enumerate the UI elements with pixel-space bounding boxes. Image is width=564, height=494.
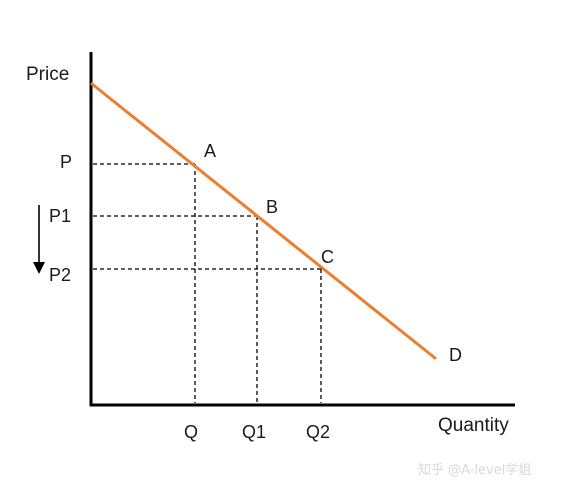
demand-curve-label: D — [449, 345, 462, 365]
watermark: 知乎 @A-level学姐 — [418, 462, 531, 478]
quantity-label-q2: Q2 — [306, 422, 330, 442]
price-label-p: P — [60, 152, 72, 172]
price-decrease-arrow — [33, 205, 45, 274]
quantity-label-q: Q — [184, 422, 198, 442]
demand-curve — [90, 82, 437, 360]
price-label-p2: P2 — [49, 265, 71, 285]
x-axis-label: Quantity — [438, 415, 509, 436]
point-c-label: C — [321, 247, 334, 267]
quantity-label-q1: Q1 — [242, 422, 266, 442]
y-axis-label: Price — [26, 64, 69, 85]
price-label-p1: P1 — [49, 206, 71, 226]
point-b-label: B — [266, 197, 278, 217]
point-a-label: A — [204, 141, 216, 161]
